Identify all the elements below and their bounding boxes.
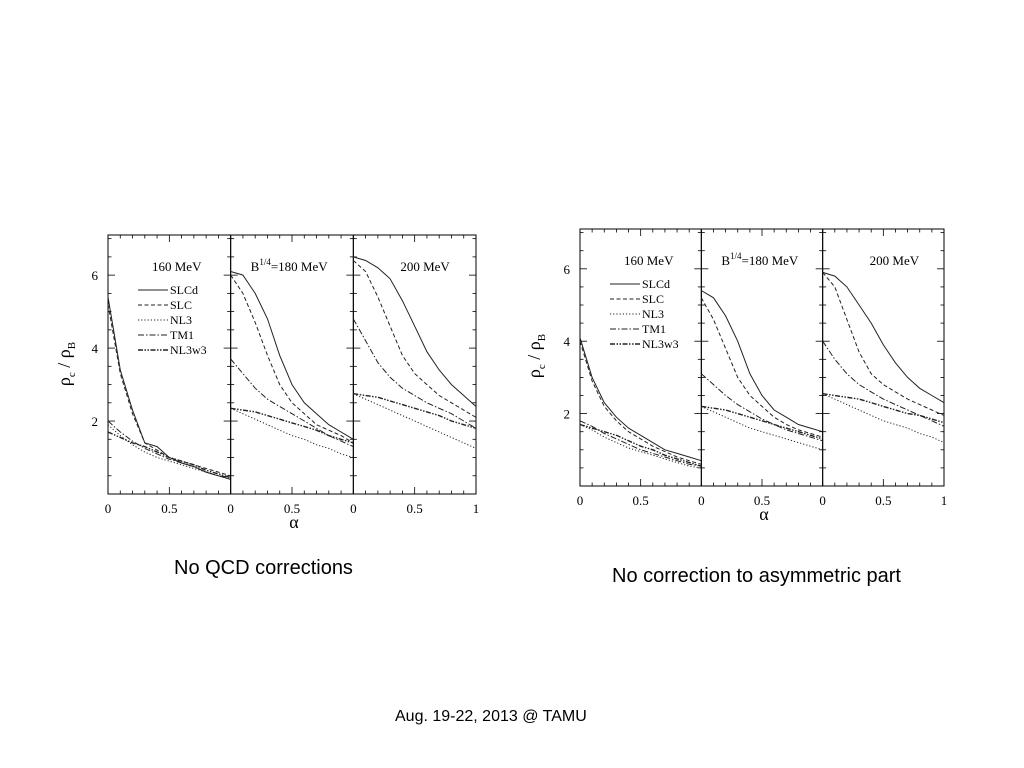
chart1-p0-label: 160 MeV — [624, 253, 674, 268]
chart1-p2-xticklabel: 1 — [941, 493, 948, 508]
chart1-ylabel: ρc / ρB — [524, 334, 548, 378]
chart1-p1-label: B1/4=180 MeV — [721, 251, 799, 268]
chart0-p0-series-tm1 — [107, 420, 231, 479]
chart1-p1-series-slcd — [701, 290, 823, 433]
caption-right: No correction to asymmetric part — [612, 565, 901, 587]
chart1-p1-xticklabel: 0.5 — [754, 493, 770, 508]
chart1-xlabel: α — [759, 504, 769, 524]
chart1-p2-series-slcd — [822, 271, 945, 404]
caption-left: No QCD corrections — [174, 557, 353, 579]
chart0-p1-series-tm1 — [230, 358, 354, 448]
chart1-p2-xticklabel: 0.5 — [875, 493, 891, 508]
chart0-yticklabel: 6 — [92, 268, 99, 283]
chart0-p0-label: 160 MeV — [152, 259, 202, 274]
chart0-p2-series-slc — [352, 260, 477, 418]
chart1-legend-label-slc: SLC — [642, 292, 664, 306]
chart0-yticklabel: 2 — [92, 414, 99, 429]
chart0-p2-label: 200 MeV — [400, 259, 450, 274]
chart0-legend-label-slcd: SLCd — [170, 283, 198, 297]
chart1-p2-series-nl3 — [822, 393, 945, 444]
chart0-p2-series-slcd — [353, 256, 477, 407]
chart1-yticklabel: 6 — [564, 262, 571, 277]
chart0-p2-xticklabel: 0 — [350, 501, 357, 516]
chart1-p0-xticklabel: 0.5 — [633, 493, 649, 508]
chart1-legend-label-nl3: NL3 — [642, 307, 664, 321]
chart1-p0-series-nl3 — [579, 424, 702, 469]
chart1-p1-series-nl3w3 — [701, 405, 823, 440]
chart1-p2-series-tm1 — [822, 340, 945, 427]
chart1-p1-series-tm1 — [700, 373, 823, 442]
chart0-p0-series-nl3 — [107, 424, 231, 480]
chart0-xlabel: α — [289, 512, 299, 532]
chart0-p1-series-slcd — [230, 271, 354, 440]
chart1-legend-label-tm1: TM1 — [642, 322, 666, 336]
chart0-p1-series-nl3w3 — [230, 407, 354, 444]
chart1-legend-label-slcd: SLCd — [642, 277, 670, 291]
chart1-p2-xticklabel: 0 — [819, 493, 826, 508]
chart1-legend-label-nl3w3: NL3w3 — [642, 337, 679, 351]
chart1-p0-series-slcd — [579, 337, 702, 462]
chart0-p1-xticklabel: 0 — [227, 501, 234, 516]
chart1-p2-series-slc — [822, 272, 945, 416]
chart0-p2-series-nl3 — [353, 393, 477, 449]
chart0-yticklabel: 4 — [92, 341, 99, 356]
chart0-legend-label-slc: SLC — [170, 298, 192, 312]
chart1-p0-series-nl3w3 — [579, 423, 702, 467]
chart1-p1-series-nl3 — [701, 405, 823, 451]
chart0-p0-xticklabel: 0.5 — [161, 501, 177, 516]
chart1-p0-xticklabel: 0 — [577, 493, 584, 508]
chart1-p2-label: 200 MeV — [870, 253, 920, 268]
footer-text: Aug. 19-22, 2013 @ TAMU — [395, 708, 587, 725]
chart0-ylabel: ρc / ρB — [54, 342, 78, 386]
chart1-p1-series-slc — [700, 297, 823, 438]
chart0-p0-series-nl3w3 — [107, 431, 231, 479]
chart1-p1-xticklabel: 0 — [698, 493, 705, 508]
chart1-p2-series-nl3w3 — [822, 393, 945, 424]
chart0-p2-xticklabel: 1 — [473, 501, 480, 516]
chart0-p2-series-nl3w3 — [353, 393, 477, 429]
chart0-p1-series-slc — [230, 274, 354, 444]
chart1-p0-series-slc — [579, 341, 702, 465]
chart0-p0-xticklabel: 0 — [105, 501, 112, 516]
chart0-p1-xticklabel: 0.5 — [284, 501, 300, 516]
chart0-p1-label: B1/4=180 MeV — [251, 257, 329, 274]
chart0-legend-label-nl3: NL3 — [170, 313, 192, 327]
chart0-p2-xticklabel: 0.5 — [407, 501, 423, 516]
chart1-yticklabel: 4 — [564, 334, 571, 349]
chart0-legend-label-nl3w3: NL3w3 — [170, 343, 207, 357]
chart0-legend-label-tm1: TM1 — [170, 328, 194, 342]
chart1-yticklabel: 2 — [564, 407, 571, 422]
